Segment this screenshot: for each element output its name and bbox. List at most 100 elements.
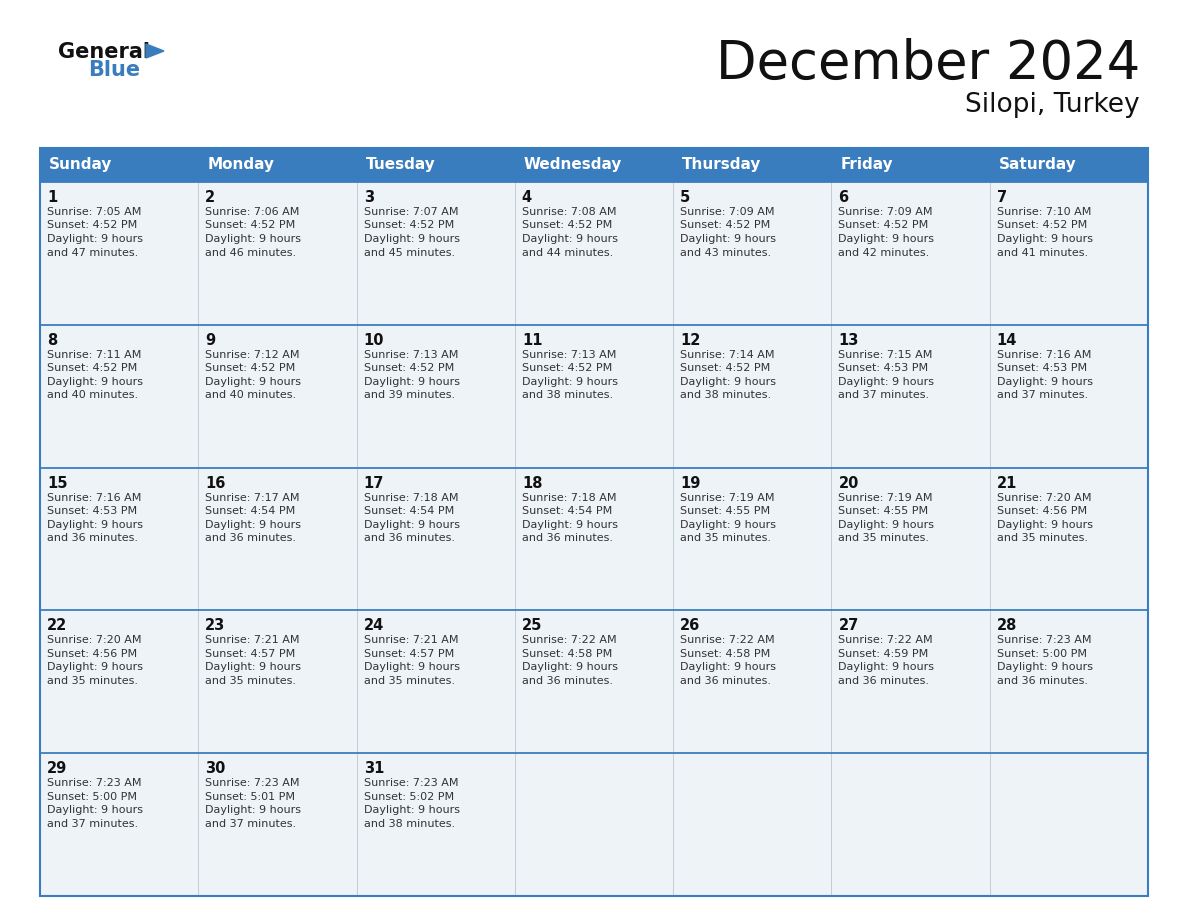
Bar: [514, 325, 674, 467]
Text: and 40 minutes.: and 40 minutes.: [206, 390, 297, 400]
Text: Sunrise: 7:23 AM: Sunrise: 7:23 AM: [206, 778, 299, 789]
Text: Daylight: 9 hours: Daylight: 9 hours: [206, 663, 302, 672]
Bar: [514, 182, 674, 325]
Text: Sunset: 4:53 PM: Sunset: 4:53 PM: [997, 364, 1087, 374]
Text: Sunrise: 7:13 AM: Sunrise: 7:13 AM: [522, 350, 617, 360]
Text: Sunset: 4:52 PM: Sunset: 4:52 PM: [522, 364, 612, 374]
Text: Sunset: 4:52 PM: Sunset: 4:52 PM: [48, 220, 138, 230]
Text: Sunrise: 7:08 AM: Sunrise: 7:08 AM: [522, 207, 617, 217]
Text: 18: 18: [522, 476, 543, 490]
Bar: [832, 467, 990, 610]
Text: Sunset: 4:52 PM: Sunset: 4:52 PM: [48, 364, 138, 374]
Text: Sunrise: 7:17 AM: Sunrise: 7:17 AM: [206, 493, 299, 502]
Text: and 36 minutes.: and 36 minutes.: [364, 533, 455, 543]
Text: General: General: [58, 42, 150, 62]
Text: 28: 28: [997, 619, 1017, 633]
Text: Sunday: Sunday: [49, 158, 113, 173]
Text: and 36 minutes.: and 36 minutes.: [681, 676, 771, 686]
Text: and 46 minutes.: and 46 minutes.: [206, 248, 297, 258]
Text: Sunset: 4:52 PM: Sunset: 4:52 PM: [839, 220, 929, 230]
Text: Sunrise: 7:23 AM: Sunrise: 7:23 AM: [997, 635, 1092, 645]
Text: Daylight: 9 hours: Daylight: 9 hours: [522, 663, 618, 672]
Text: 21: 21: [997, 476, 1017, 490]
Bar: [40, 148, 1148, 896]
Text: Daylight: 9 hours: Daylight: 9 hours: [364, 520, 460, 530]
Text: 5: 5: [681, 190, 690, 205]
Bar: [356, 182, 514, 325]
Polygon shape: [146, 44, 164, 58]
Text: and 37 minutes.: and 37 minutes.: [839, 390, 929, 400]
Text: and 35 minutes.: and 35 minutes.: [681, 533, 771, 543]
Bar: [990, 148, 1148, 182]
Text: Daylight: 9 hours: Daylight: 9 hours: [48, 663, 143, 672]
Text: Sunset: 5:00 PM: Sunset: 5:00 PM: [997, 649, 1087, 659]
Text: Sunset: 4:54 PM: Sunset: 4:54 PM: [364, 506, 454, 516]
Text: Sunset: 4:55 PM: Sunset: 4:55 PM: [839, 506, 929, 516]
Text: Silopi, Turkey: Silopi, Turkey: [966, 92, 1140, 118]
Bar: [198, 467, 356, 610]
Text: Sunset: 4:52 PM: Sunset: 4:52 PM: [364, 220, 454, 230]
Text: Sunrise: 7:09 AM: Sunrise: 7:09 AM: [681, 207, 775, 217]
Text: Sunset: 4:59 PM: Sunset: 4:59 PM: [839, 649, 929, 659]
Text: Sunrise: 7:12 AM: Sunrise: 7:12 AM: [206, 350, 299, 360]
Bar: [40, 753, 198, 896]
Text: Daylight: 9 hours: Daylight: 9 hours: [839, 376, 935, 386]
Text: Sunrise: 7:19 AM: Sunrise: 7:19 AM: [839, 493, 933, 502]
Text: 16: 16: [206, 476, 226, 490]
Text: 29: 29: [48, 761, 68, 777]
Text: Sunrise: 7:22 AM: Sunrise: 7:22 AM: [522, 635, 617, 645]
Bar: [832, 753, 990, 896]
Text: 9: 9: [206, 333, 215, 348]
Text: 10: 10: [364, 333, 384, 348]
Text: Sunrise: 7:14 AM: Sunrise: 7:14 AM: [681, 350, 775, 360]
Text: Sunrise: 7:13 AM: Sunrise: 7:13 AM: [364, 350, 457, 360]
Text: and 37 minutes.: and 37 minutes.: [997, 390, 1088, 400]
Text: Daylight: 9 hours: Daylight: 9 hours: [206, 520, 302, 530]
Text: 30: 30: [206, 761, 226, 777]
Text: Sunset: 5:02 PM: Sunset: 5:02 PM: [364, 791, 454, 801]
Bar: [832, 182, 990, 325]
Text: Daylight: 9 hours: Daylight: 9 hours: [839, 234, 935, 244]
Text: Daylight: 9 hours: Daylight: 9 hours: [839, 520, 935, 530]
Bar: [356, 148, 514, 182]
Text: Sunset: 4:54 PM: Sunset: 4:54 PM: [206, 506, 296, 516]
Text: Daylight: 9 hours: Daylight: 9 hours: [364, 376, 460, 386]
Text: 3: 3: [364, 190, 374, 205]
Text: Daylight: 9 hours: Daylight: 9 hours: [997, 234, 1093, 244]
Text: 22: 22: [48, 619, 68, 633]
Text: Sunrise: 7:10 AM: Sunrise: 7:10 AM: [997, 207, 1091, 217]
Text: Thursday: Thursday: [682, 158, 762, 173]
Text: Sunset: 4:52 PM: Sunset: 4:52 PM: [681, 220, 770, 230]
Text: and 37 minutes.: and 37 minutes.: [48, 819, 138, 829]
Bar: [356, 467, 514, 610]
Text: Sunset: 4:52 PM: Sunset: 4:52 PM: [681, 364, 770, 374]
Bar: [40, 467, 198, 610]
Text: and 37 minutes.: and 37 minutes.: [206, 819, 297, 829]
Bar: [198, 325, 356, 467]
Text: Sunrise: 7:09 AM: Sunrise: 7:09 AM: [839, 207, 933, 217]
Text: Sunrise: 7:15 AM: Sunrise: 7:15 AM: [839, 350, 933, 360]
Text: and 36 minutes.: and 36 minutes.: [48, 533, 138, 543]
Text: 19: 19: [681, 476, 701, 490]
Bar: [514, 467, 674, 610]
Text: Daylight: 9 hours: Daylight: 9 hours: [48, 520, 143, 530]
Bar: [832, 610, 990, 753]
Bar: [832, 325, 990, 467]
Text: Sunrise: 7:18 AM: Sunrise: 7:18 AM: [364, 493, 459, 502]
Text: Wednesday: Wednesday: [524, 158, 623, 173]
Text: and 39 minutes.: and 39 minutes.: [364, 390, 455, 400]
Text: 26: 26: [681, 619, 701, 633]
Text: Daylight: 9 hours: Daylight: 9 hours: [206, 234, 302, 244]
Text: Monday: Monday: [207, 158, 274, 173]
Text: and 35 minutes.: and 35 minutes.: [839, 533, 929, 543]
Text: Daylight: 9 hours: Daylight: 9 hours: [997, 520, 1093, 530]
Text: Sunset: 4:52 PM: Sunset: 4:52 PM: [997, 220, 1087, 230]
Text: Daylight: 9 hours: Daylight: 9 hours: [364, 663, 460, 672]
Text: Daylight: 9 hours: Daylight: 9 hours: [206, 376, 302, 386]
Text: and 35 minutes.: and 35 minutes.: [997, 533, 1088, 543]
Text: Sunset: 5:01 PM: Sunset: 5:01 PM: [206, 791, 296, 801]
Bar: [990, 610, 1148, 753]
Text: Sunrise: 7:06 AM: Sunrise: 7:06 AM: [206, 207, 299, 217]
Text: and 36 minutes.: and 36 minutes.: [522, 676, 613, 686]
Text: Sunset: 4:54 PM: Sunset: 4:54 PM: [522, 506, 612, 516]
